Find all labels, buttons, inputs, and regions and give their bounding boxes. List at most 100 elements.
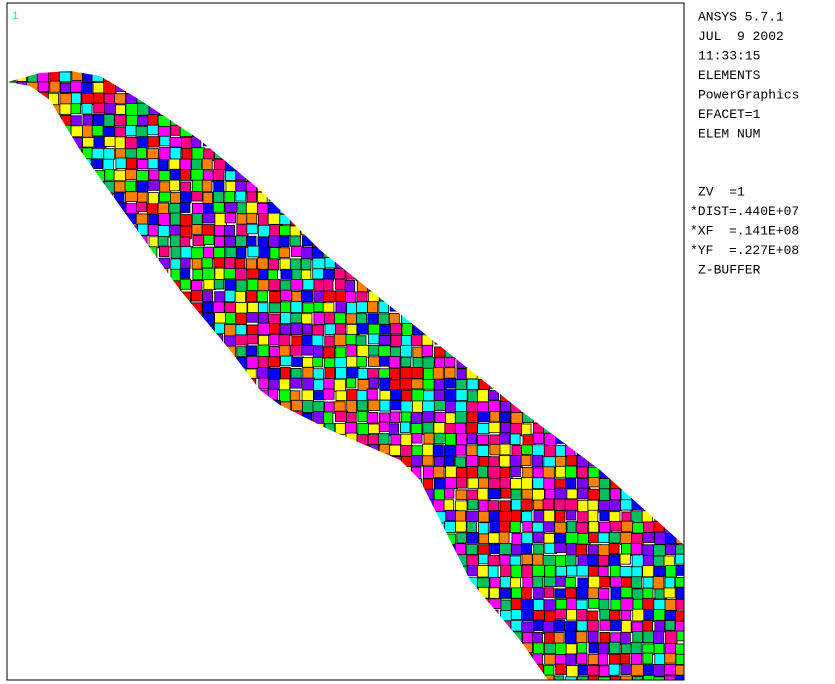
- mesh-element: [567, 456, 577, 466]
- mesh-element: [104, 114, 114, 126]
- mesh-element: [148, 193, 158, 205]
- mesh-element: [433, 367, 443, 379]
- mesh-element: [643, 665, 653, 675]
- mesh-element: [391, 335, 403, 346]
- mesh-element: [258, 345, 269, 357]
- mesh-element: [280, 325, 292, 336]
- mesh-element: [258, 323, 270, 335]
- mesh-element: [577, 621, 587, 631]
- mesh-element: [192, 224, 203, 234]
- mesh-element: [433, 445, 443, 457]
- mesh-element: [544, 446, 556, 458]
- mesh-element: [556, 664, 567, 675]
- mesh-element: [224, 225, 234, 235]
- mesh-element: [268, 213, 280, 224]
- mesh-element: [246, 202, 258, 214]
- mesh-element: [203, 213, 215, 223]
- mesh-element: [534, 510, 544, 522]
- mesh-element: [303, 303, 315, 313]
- mesh-element: [259, 269, 269, 279]
- mesh-element: [467, 467, 478, 479]
- mesh-element: [588, 477, 600, 487]
- mesh-element: [534, 532, 545, 542]
- mesh-element: [600, 609, 611, 619]
- mesh-element: [357, 324, 369, 334]
- mesh-element: [543, 522, 554, 532]
- mesh-element: [214, 323, 224, 333]
- mesh-element: [279, 248, 289, 258]
- mesh-element: [555, 589, 566, 599]
- mesh-element: [368, 400, 380, 410]
- mesh-element: [302, 345, 314, 355]
- mesh-element: [631, 543, 642, 554]
- mesh-element: [609, 664, 619, 675]
- mesh-element: [511, 466, 521, 476]
- mesh-element: [225, 202, 237, 212]
- mesh-element: [215, 268, 225, 280]
- info-line: Z-BUFFER: [698, 262, 761, 277]
- mesh-element: [533, 599, 543, 611]
- mesh-element: [609, 555, 620, 566]
- mesh-element: [193, 269, 203, 279]
- mesh-element: [136, 202, 146, 212]
- mesh-element: [455, 402, 467, 412]
- mesh-element: [501, 423, 511, 433]
- mesh-element: [257, 203, 269, 214]
- mesh-element: [621, 521, 633, 532]
- mesh-element: [202, 268, 214, 280]
- mesh-element: [534, 588, 544, 600]
- mesh-element: [621, 632, 631, 644]
- mesh-element: [500, 412, 511, 422]
- mesh-element: [225, 171, 236, 181]
- mesh-element: [380, 325, 392, 335]
- mesh-element: [665, 600, 677, 611]
- mesh-element: [489, 423, 500, 433]
- mesh-element: [633, 523, 644, 533]
- mesh-element: [334, 269, 345, 280]
- mesh-element: [279, 236, 289, 247]
- mesh-element: [620, 654, 630, 664]
- mesh-element: [544, 600, 556, 612]
- mesh-element: [445, 424, 456, 435]
- mesh-element: [556, 566, 567, 576]
- mesh-element: [543, 621, 554, 633]
- mesh-element: [490, 521, 501, 532]
- mesh-element: [400, 422, 410, 433]
- mesh-element: [578, 500, 588, 512]
- mesh-element: [368, 424, 379, 434]
- mesh-element: [643, 577, 654, 588]
- mesh-element: [512, 588, 523, 598]
- mesh-element: [521, 445, 533, 455]
- mesh-element: [599, 479, 609, 490]
- mesh-element: [555, 511, 565, 523]
- mesh-element: [598, 555, 608, 566]
- mesh-element: [664, 588, 675, 598]
- mesh-element: [224, 324, 236, 336]
- mesh-element: [489, 544, 500, 554]
- mesh-element: [302, 314, 312, 324]
- mesh-element: [501, 488, 511, 498]
- mesh-element: [357, 390, 367, 402]
- mesh-element: [357, 357, 367, 367]
- mesh-element: [434, 457, 444, 467]
- mesh-element: [148, 181, 160, 191]
- mesh-element: [213, 191, 223, 203]
- info-line: *XF =.141E+08: [690, 223, 799, 238]
- mesh-element: [621, 587, 632, 598]
- mesh-element: [313, 346, 323, 358]
- mesh-element: [281, 302, 291, 313]
- mesh-element: [336, 291, 346, 302]
- mesh-element: [467, 412, 479, 423]
- mesh-element: [566, 588, 577, 598]
- mesh-element: [126, 137, 137, 149]
- mesh-element: [412, 434, 422, 444]
- mesh-element: [202, 180, 212, 192]
- mesh-element: [566, 644, 577, 655]
- mesh-element: [477, 390, 489, 402]
- mesh-element: [213, 202, 224, 212]
- mesh-element: [488, 489, 500, 499]
- mesh-element: [523, 521, 533, 531]
- mesh-element: [302, 324, 312, 334]
- mesh-element: [666, 566, 677, 578]
- mesh-element: [600, 632, 610, 643]
